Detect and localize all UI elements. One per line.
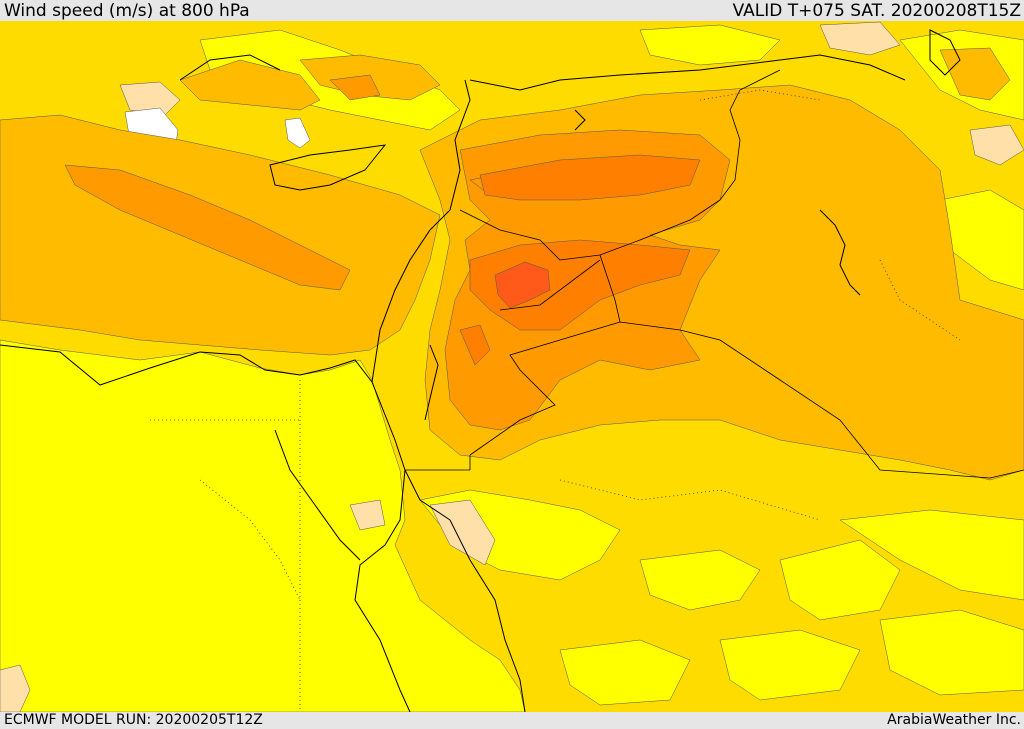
valid-time: VALID T+075 SAT. 20200208T15Z [732, 1, 1021, 21]
header-bar: Wind speed (m/s) at 800 hPa VALID T+075 … [0, 0, 1024, 21]
admin-lines [150, 89, 961, 712]
coastlines [0, 29, 961, 712]
model-run-label: ECMWF MODEL RUN: 20200205T12Z [4, 712, 263, 728]
country-borders [405, 69, 1024, 479]
credit-label: ArabiaWeather Inc. [887, 712, 1021, 728]
wind-speed-map [0, 21, 1024, 712]
wind-band-35-40 [494, 261, 551, 309]
wind-band-5-10 [0, 21, 1024, 712]
footer-bar: ECMWF MODEL RUN: 20200205T12Z ArabiaWeat… [0, 712, 1024, 729]
wind-band-10-15 [0, 24, 1024, 712]
map-title: Wind speed (m/s) at 800 hPa [4, 1, 250, 21]
